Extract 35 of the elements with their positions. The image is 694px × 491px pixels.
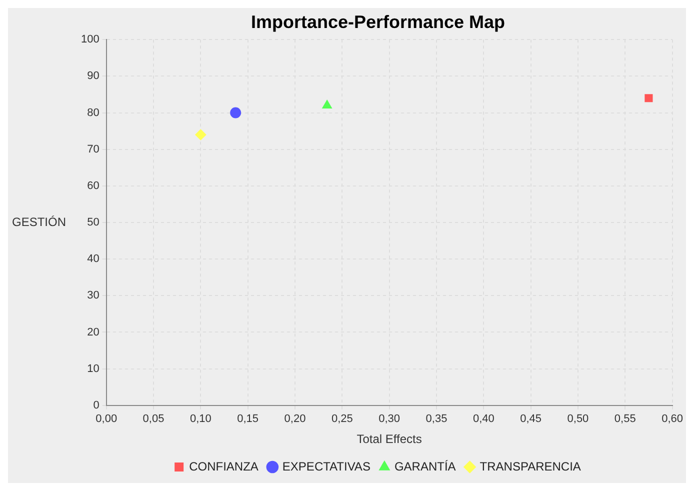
point [195,129,206,140]
y-tick-label: 90 [87,70,100,82]
x-tick-label: 0,15 [237,413,259,426]
y-tick-label: 40 [87,253,100,266]
y-tick-label: 30 [87,290,100,302]
y-tick-label: 80 [87,106,100,119]
x-tick-label: 0,55 [614,413,636,426]
x-tick-label: 0,00 [96,413,118,426]
y-tick-label: 20 [87,326,100,338]
x-tick-label: 0,30 [378,413,400,426]
point [230,107,242,118]
x-axis-title: Total Effects [356,432,422,446]
x-tick-label: 0,40 [472,413,494,426]
point [644,94,653,102]
x-tick-label: 0,50 [567,413,589,426]
legend-label: TRANSPARENCIA [480,459,581,474]
y-tick-label: 0 [93,399,100,412]
point [322,100,332,108]
x-tick-label: 0,20 [284,413,306,426]
x-tick-label: 0,45 [520,413,542,426]
y-tick-label: 100 [80,34,100,46]
x-tick-label: 0,10 [190,413,212,426]
x-tick-label: 0,35 [426,413,448,426]
y-tick-label: 60 [87,180,100,192]
legend-label: EXPECTATIVAS [282,459,370,474]
y-tick-label: 70 [87,143,100,156]
y-axis-title: GESTIÓN [12,214,66,229]
legend-label: GARANTÍA [394,459,456,474]
chart-title: Importance-Performance Map [250,12,506,32]
y-tick-label: 50 [87,216,100,229]
x-tick-label: 0,25 [331,413,353,426]
y-tick-label: 10 [87,362,100,375]
x-tick-label: 0,60 [662,413,684,426]
x-tick-label: 0,05 [142,413,164,426]
legend-label: CONFIANZA [189,459,258,474]
